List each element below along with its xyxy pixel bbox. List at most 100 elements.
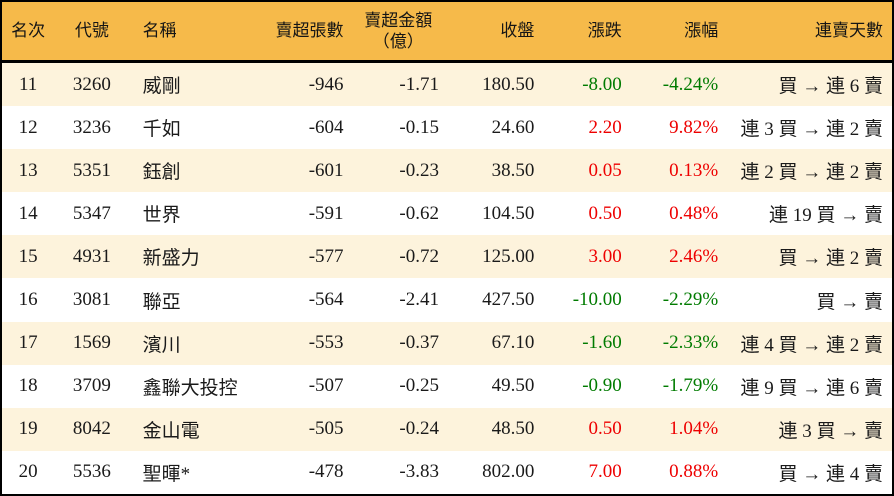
net-sell-amount-cell: -1.71 <box>399 73 439 95</box>
rank-cell: 11 <box>18 73 38 95</box>
net-sell-amount-cell: -0.15 <box>399 116 439 138</box>
code-cell: 8042 <box>72 418 111 440</box>
streak-days-cell: 買 → 賣 <box>816 291 883 313</box>
change-pct-cell: -4.24% <box>662 73 719 95</box>
rank-cell: 19 <box>18 418 38 440</box>
change-pct-cell: 0.48% <box>669 202 719 224</box>
net-sell-lots-cell: -505 <box>308 418 344 440</box>
change-pct-cell: 2.46% <box>669 245 719 267</box>
name-cell: 千如 <box>142 119 181 141</box>
table-body: 11 3260 威剛 -946 -1.71 180.50 -8.00 -4.24% 買 → 連 … <box>1 61 893 495</box>
net-sell-amount-cell: -0.37 <box>399 332 439 354</box>
code-cell: 5351 <box>72 159 111 181</box>
code-cell: 4931 <box>72 245 111 267</box>
table-row: 17 1569 濱川 -553 -0.37 67.10 -1.60 -2.33% 連 4 買 →… <box>1 321 893 365</box>
change-cell: -10.00 <box>572 289 622 311</box>
close-cell: 427.50 <box>482 289 535 311</box>
close-cell: 125.00 <box>482 245 535 267</box>
code-cell: 3709 <box>72 375 111 397</box>
close-cell: 38.50 <box>491 159 535 181</box>
net-sell-amount-cell: -0.24 <box>399 418 439 440</box>
change-pct-cell: 9.82% <box>669 116 719 138</box>
change-cell: 0.50 <box>588 418 622 440</box>
code-cell: 1569 <box>72 332 111 354</box>
streak-days-cell: 買 → 連 2 賣 <box>778 248 883 270</box>
name-cell: 新盛力 <box>142 248 200 270</box>
name-cell: 聖暉* <box>142 463 191 485</box>
name-cell: 金山電 <box>142 420 200 442</box>
close-cell: 802.00 <box>482 461 535 483</box>
close-cell: 24.60 <box>491 116 535 138</box>
table-row: 14 5347 世界 -591 -0.62 104.50 0.50 0.48% 連 19 買 →… <box>1 192 893 236</box>
streak-days-cell: 連 3 買 → 賣 <box>778 420 883 442</box>
close-cell: 49.50 <box>491 375 535 397</box>
table-row: 12 3236 千如 -604 -0.15 24.60 2.20 9.82% 連 3 買 → 連… <box>1 106 893 150</box>
close-cell: 180.50 <box>482 73 535 95</box>
change-cell: 2.20 <box>588 116 622 138</box>
name-cell: 濱川 <box>142 334 181 356</box>
net-sell-lots-cell: -577 <box>308 245 344 267</box>
streak-days-cell: 連 3 買 → 連 2 賣 <box>740 119 883 141</box>
code-cell: 3236 <box>72 116 111 138</box>
streak-days-cell: 連 2 買 → 連 2 賣 <box>740 162 883 184</box>
close-cell: 67.10 <box>491 332 535 354</box>
change-cell: 0.50 <box>588 202 622 224</box>
net-sell-amount-cell: -0.25 <box>399 375 439 397</box>
name-cell: 聯亞 <box>142 291 181 313</box>
table-row: 11 3260 威剛 -946 -1.71 180.50 -8.00 -4.24% 買 → 連 … <box>1 61 893 107</box>
code-cell: 3081 <box>72 289 111 311</box>
net-sell-amount-cell: -0.23 <box>399 159 439 181</box>
code-cell: 5347 <box>72 202 111 224</box>
net-sell-lots-cell: -507 <box>308 375 344 397</box>
header-streak-days: 連賣天數 <box>725 1 893 63</box>
streak-days-cell: 連 19 買 → 賣 <box>768 205 883 227</box>
change-cell: 7.00 <box>588 461 622 483</box>
header-code: 代號 <box>54 1 130 63</box>
streak-days-cell: 買 → 連 6 賣 <box>778 76 883 98</box>
net-sell-amount-cell: -2.41 <box>399 289 439 311</box>
change-pct-cell: 1.04% <box>669 418 719 440</box>
change-cell: 0.05 <box>588 159 622 181</box>
header-net-sell-lots: 賣超張數 <box>255 1 351 63</box>
net-sell-lots-cell: -564 <box>308 289 344 311</box>
change-cell: -8.00 <box>582 73 622 95</box>
net-sell-lots-cell: -478 <box>308 461 344 483</box>
name-cell: 威剛 <box>142 76 181 98</box>
change-pct-cell: 0.13% <box>669 159 719 181</box>
header-rank: 名次 <box>1 1 55 63</box>
table-row: 20 5536 聖暉* -478 -3.83 802.00 7.00 0.88% 買 → 連 4… <box>1 450 893 495</box>
net-sell-amount-cell: -0.72 <box>399 245 439 267</box>
header-change: 漲跌 <box>541 1 629 63</box>
code-cell: 5536 <box>72 461 111 483</box>
rank-cell: 20 <box>18 461 38 483</box>
rank-cell: 16 <box>18 289 38 311</box>
net-sell-amount-cell: -3.83 <box>399 461 439 483</box>
table-row: 18 3709 鑫聯大投控 -507 -0.25 49.50 -0.90 -1.79% 連 9 … <box>1 364 893 408</box>
change-pct-cell: -2.33% <box>662 332 719 354</box>
change-pct-cell: -1.79% <box>662 375 719 397</box>
header-close: 收盤 <box>445 1 542 63</box>
rank-cell: 14 <box>18 202 38 224</box>
table-row: 16 3081 聯亞 -564 -2.41 427.50 -10.00 -2.29% 買 → 賣 <box>1 278 893 322</box>
change-pct-cell: 0.88% <box>669 461 719 483</box>
name-cell: 世界 <box>142 205 181 227</box>
net-sell-lots-cell: -601 <box>308 159 344 181</box>
change-cell: -1.60 <box>582 332 622 354</box>
rank-cell: 12 <box>18 116 38 138</box>
net-sell-lots-cell: -604 <box>308 116 344 138</box>
code-cell: 3260 <box>72 73 111 95</box>
rank-cell: 13 <box>18 159 38 181</box>
change-cell: -0.90 <box>582 375 622 397</box>
rank-cell: 18 <box>18 375 38 397</box>
header-change-pct: 漲幅 <box>628 1 726 63</box>
table-row: 19 8042 金山電 -505 -0.24 48.50 0.50 1.04% 連 3 買 → … <box>1 407 893 451</box>
change-pct-cell: -2.29% <box>662 289 719 311</box>
table-row: 15 4931 新盛力 -577 -0.72 125.00 3.00 2.46% 買 → 連 2… <box>1 235 893 279</box>
change-cell: 3.00 <box>588 245 622 267</box>
table-header-row: 名次 代號 名稱 賣超張數 賣超金額 （億） 收盤 漲跌 漲幅 連賣天數 <box>1 1 893 63</box>
table-row: 13 5351 鈺創 -601 -0.23 38.50 0.05 0.13% 連 2 買 → 連… <box>1 149 893 193</box>
net-sell-lots-cell: -591 <box>308 202 344 224</box>
name-cell: 鑫聯大投控 <box>142 377 238 399</box>
header-net-sell-amount: 賣超金額 （億） <box>350 1 446 63</box>
